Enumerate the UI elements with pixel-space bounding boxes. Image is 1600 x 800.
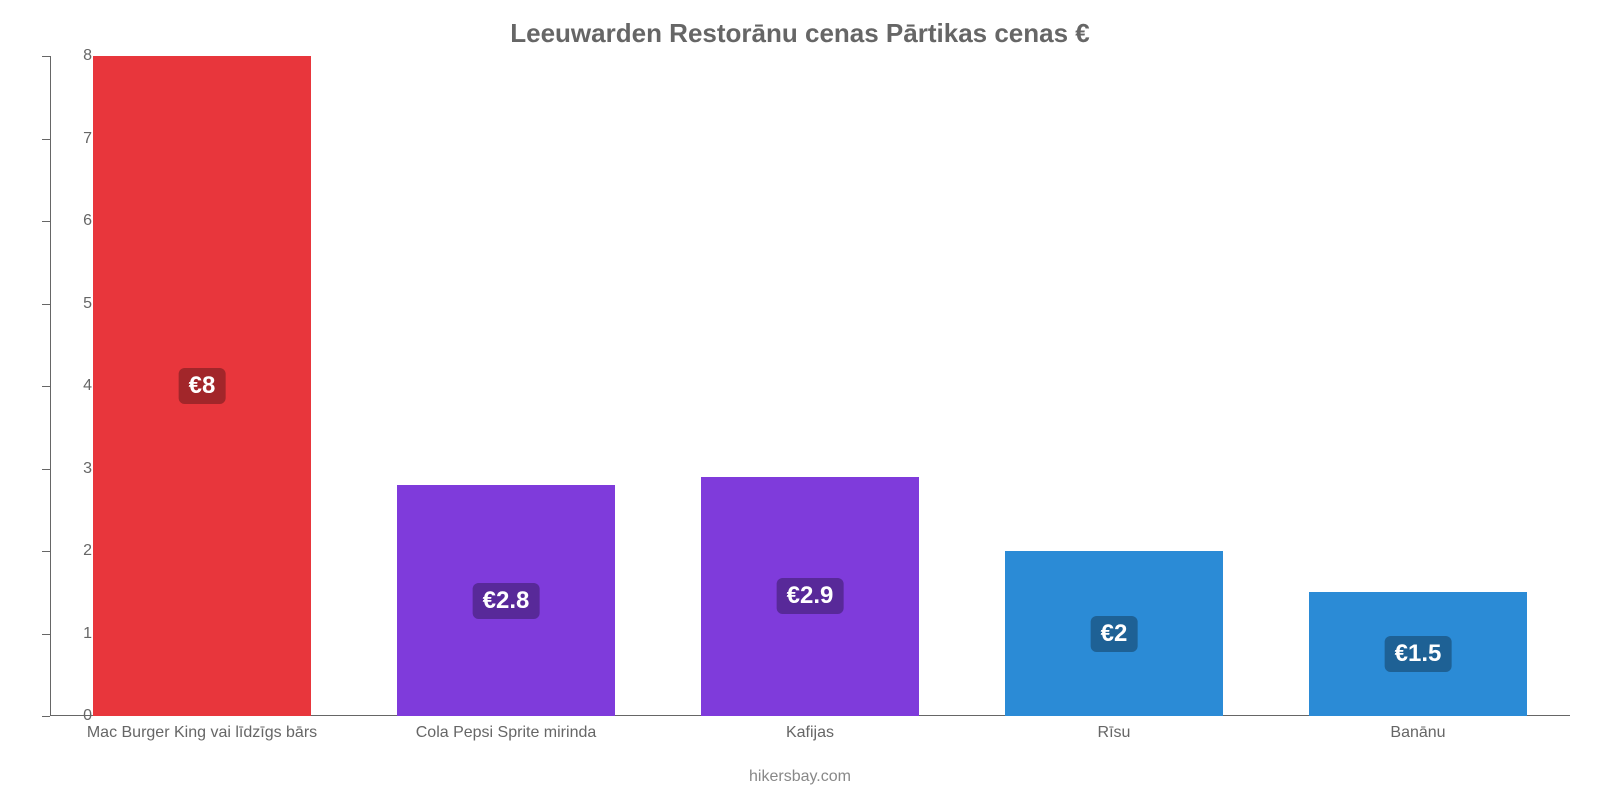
y-tick-label: 7 bbox=[52, 130, 92, 148]
y-tick-label: 4 bbox=[52, 377, 92, 395]
bar: €2.8 bbox=[397, 485, 616, 716]
bar-value-label: €2.9 bbox=[777, 578, 844, 614]
x-tick-label: Kafijas bbox=[786, 724, 834, 742]
y-tick bbox=[42, 469, 50, 470]
y-tick bbox=[42, 304, 50, 305]
y-tick bbox=[42, 139, 50, 140]
x-tick-label: Rīsu bbox=[1098, 724, 1131, 742]
y-tick bbox=[42, 716, 50, 717]
y-tick bbox=[42, 386, 50, 387]
y-tick-label: 1 bbox=[52, 625, 92, 643]
y-tick bbox=[42, 221, 50, 222]
chart-footer: hikersbay.com bbox=[0, 768, 1600, 786]
y-tick-label: 2 bbox=[52, 542, 92, 560]
bar: €2 bbox=[1005, 551, 1224, 716]
bar: €8 bbox=[93, 56, 312, 716]
y-tick bbox=[42, 56, 50, 57]
y-tick bbox=[42, 551, 50, 552]
x-tick-label: Mac Burger King vai līdzīgs bārs bbox=[87, 724, 317, 742]
bar-value-label: €1.5 bbox=[1385, 636, 1452, 672]
y-tick bbox=[42, 634, 50, 635]
y-axis bbox=[50, 56, 51, 716]
chart-title: Leeuwarden Restorānu cenas Pārtikas cena… bbox=[0, 18, 1600, 49]
bar-value-label: €2.8 bbox=[473, 583, 540, 619]
bar: €1.5 bbox=[1309, 592, 1528, 716]
x-tick-label: Cola Pepsi Sprite mirinda bbox=[416, 724, 597, 742]
y-tick-label: 6 bbox=[52, 212, 92, 230]
bar-value-label: €2 bbox=[1091, 616, 1138, 652]
x-tick-label: Banānu bbox=[1390, 724, 1445, 742]
chart-plot-area: 012345678 €8€2.8€2.9€2€1.5 Mac Burger Ki… bbox=[50, 56, 1570, 716]
y-tick-label: 5 bbox=[52, 295, 92, 313]
y-tick-label: 0 bbox=[52, 707, 92, 725]
bar: €2.9 bbox=[701, 477, 920, 716]
y-tick-label: 3 bbox=[52, 460, 92, 478]
y-tick-label: 8 bbox=[52, 47, 92, 65]
bar-value-label: €8 bbox=[179, 368, 226, 404]
